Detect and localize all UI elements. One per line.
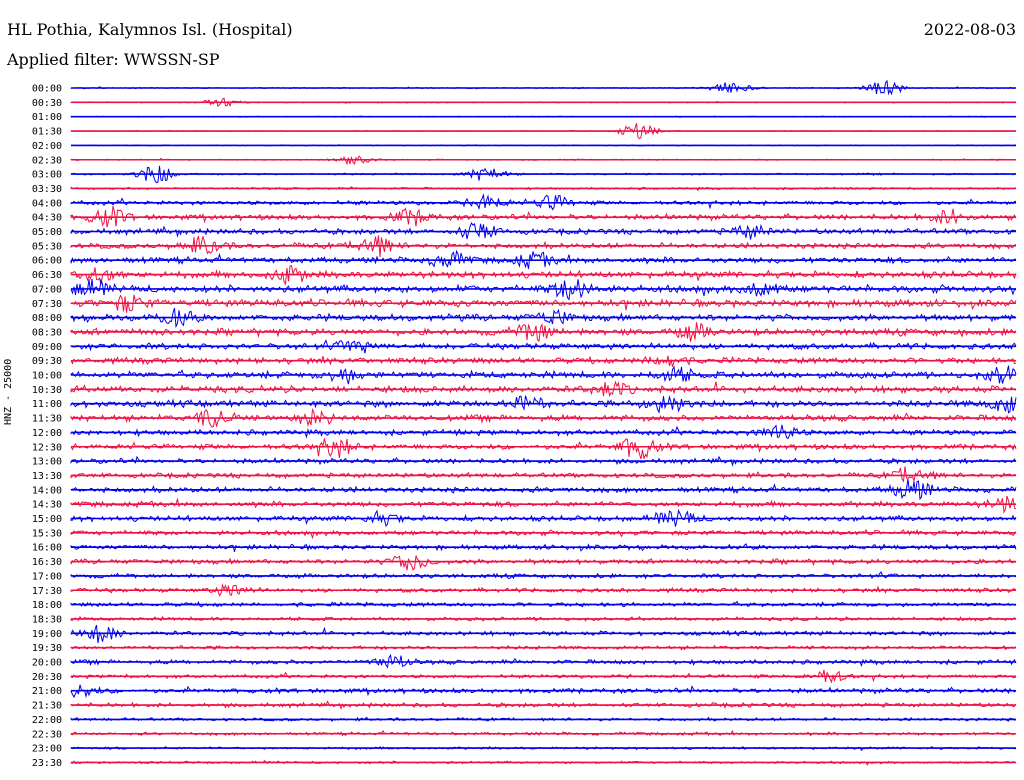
row-time-label: 03:00 bbox=[32, 170, 62, 181]
row-time-label: 21:30 bbox=[32, 701, 62, 712]
row-time-label: 00:30 bbox=[32, 98, 62, 109]
row-time-label: 05:30 bbox=[32, 241, 62, 252]
row-time-label: 03:30 bbox=[32, 184, 62, 195]
row-time-label: 06:30 bbox=[32, 270, 62, 281]
row-time-label: 21:00 bbox=[32, 686, 62, 697]
row-time-label: 20:00 bbox=[32, 658, 62, 669]
row-time-label: 09:30 bbox=[32, 356, 62, 367]
row-time-label: 18:00 bbox=[32, 600, 62, 611]
row-time-label: 23:30 bbox=[32, 758, 62, 769]
row-time-label: 14:30 bbox=[32, 500, 62, 511]
trace-line bbox=[70, 438, 1017, 460]
row-time-label: 10:00 bbox=[32, 371, 62, 382]
row-time-label: 00:00 bbox=[32, 84, 62, 95]
row-time-label: 15:30 bbox=[32, 528, 62, 539]
row-time-label: 16:30 bbox=[32, 557, 62, 568]
row-time-label: 13:00 bbox=[32, 457, 62, 468]
row-time-label: 22:30 bbox=[32, 729, 62, 740]
trace-line bbox=[70, 528, 1017, 540]
trace-line bbox=[70, 478, 1017, 501]
trace-line bbox=[70, 466, 1017, 483]
trace-line bbox=[70, 249, 1017, 270]
trace-line bbox=[70, 322, 1017, 343]
row-time-label: 06:00 bbox=[32, 256, 62, 267]
row-time-label: 02:00 bbox=[32, 141, 62, 152]
row-time-label: 18:30 bbox=[32, 614, 62, 625]
row-time-label: 11:00 bbox=[32, 399, 62, 410]
row-time-label: 12:00 bbox=[32, 428, 62, 439]
row-time-label: 10:30 bbox=[32, 385, 62, 396]
row-time-label: 19:00 bbox=[32, 629, 62, 640]
row-time-label: 11:30 bbox=[32, 414, 62, 425]
row-time-label: 04:00 bbox=[32, 198, 62, 209]
row-time-label: 12:30 bbox=[32, 442, 62, 453]
row-time-label: 07:00 bbox=[32, 284, 62, 295]
trace-line bbox=[70, 193, 1017, 211]
row-time-label: 13:30 bbox=[32, 471, 62, 482]
filter-label: Applied filter: WWSSN-SP bbox=[7, 50, 220, 69]
trace-line bbox=[70, 265, 1017, 286]
row-time-label: 23:00 bbox=[32, 744, 62, 755]
row-time-label: 16:00 bbox=[32, 543, 62, 554]
row-time-label: 02:30 bbox=[32, 155, 62, 166]
row-time-label: 01:30 bbox=[32, 127, 62, 138]
row-time-label: 17:00 bbox=[32, 571, 62, 582]
station-title: HL Pothia, Kalymnos Isl. (Hospital) bbox=[7, 20, 293, 39]
row-time-label: 17:30 bbox=[32, 586, 62, 597]
row-time-label: 15:00 bbox=[32, 514, 62, 525]
date-label: 2022-08-03 bbox=[923, 20, 1016, 39]
row-time-label: 09:00 bbox=[32, 342, 62, 353]
row-time-label: 08:00 bbox=[32, 313, 62, 324]
row-time-label: 08:30 bbox=[32, 327, 62, 338]
row-time-label: 05:00 bbox=[32, 227, 62, 238]
row-time-label: 07:30 bbox=[32, 299, 62, 310]
row-time-label: 19:30 bbox=[32, 643, 62, 654]
row-time-label: 20:30 bbox=[32, 672, 62, 683]
row-time-label: 14:00 bbox=[32, 485, 62, 496]
row-time-label: 22:00 bbox=[32, 715, 62, 726]
trace-line bbox=[70, 365, 1017, 385]
row-time-label: 01:00 bbox=[32, 112, 62, 123]
row-time-label: 04:30 bbox=[32, 213, 62, 224]
trace-line bbox=[70, 555, 1017, 571]
